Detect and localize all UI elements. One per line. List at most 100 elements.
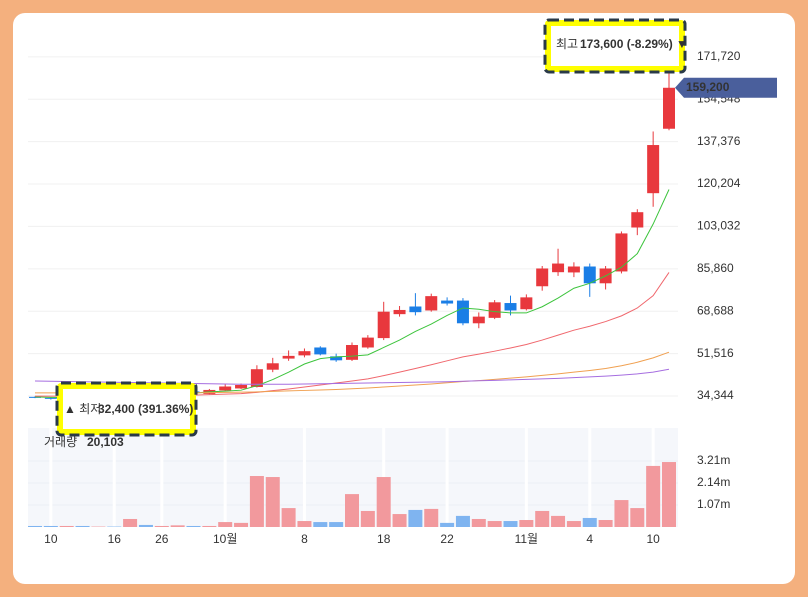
annotation-text: 32,400 (391.36%) xyxy=(98,402,193,416)
candle-body xyxy=(330,356,343,361)
volume-bar xyxy=(75,525,90,527)
volume-bar xyxy=(202,525,217,527)
candle-body xyxy=(346,345,358,360)
candle-body xyxy=(393,309,406,315)
y-tick-label: 103,032 xyxy=(697,219,741,233)
candle-body xyxy=(472,316,485,324)
candle-body xyxy=(298,351,311,356)
volume-bar xyxy=(487,521,502,527)
candle-body xyxy=(631,212,644,228)
volume-bar xyxy=(440,522,455,527)
x-tick-label: 8 xyxy=(301,532,308,546)
x-tick-label: 11월 xyxy=(515,532,539,546)
volume-bar xyxy=(59,525,74,527)
volume-bar xyxy=(297,521,312,527)
candle-body xyxy=(282,355,295,359)
volume-title: 거래량 xyxy=(44,435,77,449)
volume-bar xyxy=(360,510,375,527)
candle-body xyxy=(456,300,469,324)
price-tag-label: 159,200 xyxy=(686,80,730,94)
annotation-label: ▲ 최저 xyxy=(64,402,101,416)
x-tick-label: 22 xyxy=(440,532,454,546)
volume-bar xyxy=(218,522,233,527)
x-tick-label: 18 xyxy=(377,532,391,546)
volume-bar xyxy=(551,515,566,527)
y-tick-label: 2.14m xyxy=(697,475,730,489)
candle-body xyxy=(552,263,565,273)
candle-body xyxy=(647,145,660,194)
y-tick-label: 85,860 xyxy=(697,261,734,275)
candle-body xyxy=(266,363,279,370)
volume-bar xyxy=(329,522,344,527)
y-tick-label: 34,344 xyxy=(697,388,734,402)
candle-body xyxy=(377,311,390,339)
volume-current: 20,103 xyxy=(87,435,124,449)
volume-bar xyxy=(455,515,470,527)
candle-body xyxy=(583,266,596,284)
x-tick-label: 26 xyxy=(155,532,169,546)
volume-bar xyxy=(535,510,550,527)
volume-bar xyxy=(43,525,58,527)
volume-bar xyxy=(313,522,328,527)
y-tick-label: 68,688 xyxy=(697,303,734,317)
x-tick-label: 10 xyxy=(44,532,58,546)
annotation-label: 최고 xyxy=(556,37,578,51)
candle-body xyxy=(219,386,232,391)
x-tick-label: 10 xyxy=(646,532,660,546)
y-tick-label: 1.07m xyxy=(697,497,730,511)
candle-body xyxy=(504,303,517,311)
candle-body xyxy=(409,306,422,313)
y-tick-label: 120,204 xyxy=(697,176,741,190)
candle-body xyxy=(425,296,438,311)
y-tick-label: 137,376 xyxy=(697,134,741,148)
candle-body xyxy=(250,369,263,387)
volume-bar xyxy=(630,508,645,527)
volume-bar xyxy=(471,518,486,527)
volume-bar xyxy=(503,521,518,527)
candle-body xyxy=(488,302,501,318)
volume-bar xyxy=(582,517,597,527)
candle-body xyxy=(663,87,675,129)
volume-bar xyxy=(123,518,138,527)
volume-bar xyxy=(614,500,629,527)
price-tag xyxy=(675,77,777,98)
candle-body xyxy=(520,297,533,310)
candle-body xyxy=(441,300,454,304)
volume-bar xyxy=(598,520,613,527)
volume-bar xyxy=(392,514,407,527)
volume-bar xyxy=(154,525,169,527)
candle-body xyxy=(235,385,248,389)
volume-bar xyxy=(662,462,676,527)
annotation-bg xyxy=(63,389,190,429)
x-tick-label: 16 xyxy=(108,532,122,546)
x-tick-label: 10월 xyxy=(213,532,237,546)
volume-bar xyxy=(408,509,423,527)
volume-bar xyxy=(138,524,153,527)
candle-body xyxy=(361,337,374,348)
candle-body xyxy=(536,268,549,287)
volume-bar xyxy=(566,521,581,527)
volume-bar xyxy=(519,520,534,527)
volume-bar xyxy=(646,465,661,527)
volume-bar xyxy=(249,476,264,527)
candle-body xyxy=(44,397,57,399)
annotation-text: 173,600 (-8.29%) ▼ xyxy=(580,37,688,51)
y-tick-label: 51,516 xyxy=(697,346,734,360)
volume-bar xyxy=(265,477,280,527)
volume-bar xyxy=(170,525,185,527)
volume-bar xyxy=(345,494,359,527)
volume-bar xyxy=(424,508,439,527)
candle-body xyxy=(615,233,628,272)
volume-bar xyxy=(234,522,249,527)
annotation-bg xyxy=(551,26,679,66)
volume-bar xyxy=(28,525,42,527)
volume-bar xyxy=(281,508,296,527)
candle-body xyxy=(314,347,327,355)
y-tick-label: 171,720 xyxy=(697,49,741,63)
y-tick-label: 3.21m xyxy=(697,453,730,467)
volume-bar xyxy=(186,525,201,527)
volume-bar xyxy=(376,477,391,527)
candle-body xyxy=(567,266,580,273)
